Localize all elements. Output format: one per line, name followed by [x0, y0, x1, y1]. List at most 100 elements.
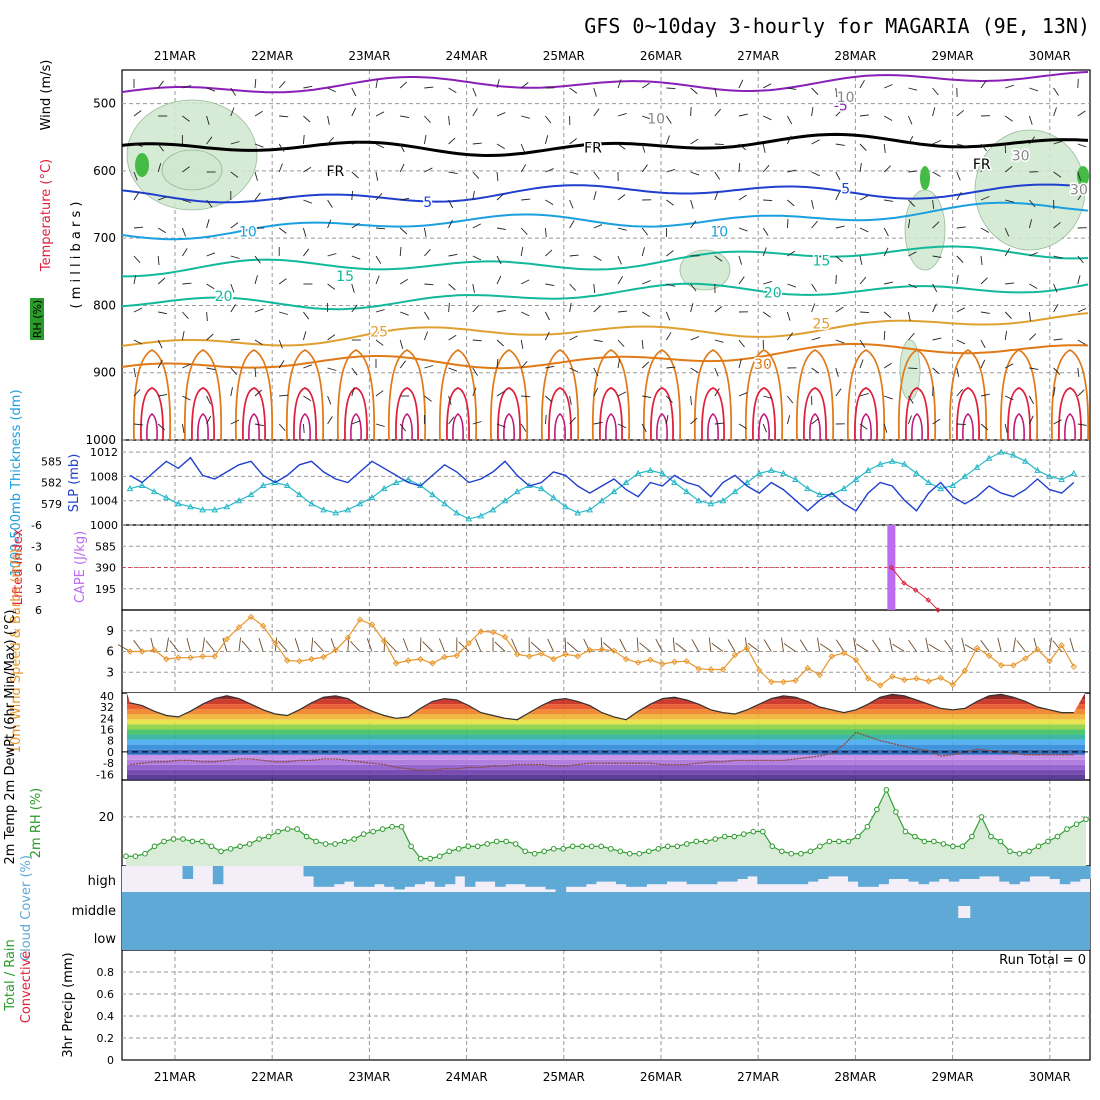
high-cloud-bar	[505, 866, 516, 885]
precip-tick-label: 0	[107, 1054, 114, 1067]
wind-barb	[690, 395, 692, 406]
slp-point	[465, 515, 473, 522]
wind-barb	[254, 143, 264, 148]
wind-barb	[157, 277, 166, 285]
top-date-label: 25MAR	[543, 49, 585, 63]
wind-speed-point	[211, 653, 218, 660]
slp-point	[562, 503, 569, 510]
rh-high-spot	[920, 166, 930, 190]
rh-point	[997, 838, 1004, 845]
pressure-tick-label: 900	[93, 366, 116, 380]
wind-barb	[883, 227, 889, 237]
li-tick-label: 6	[35, 604, 42, 617]
precip-ylabels: Total / Rain Convective 3hr Precip (mm)	[3, 939, 76, 1057]
wind-barb	[738, 339, 745, 348]
wind-barb	[254, 423, 264, 427]
high-cloud-bar	[1009, 866, 1020, 885]
high-cloud-bar	[737, 866, 748, 879]
wind-barb	[835, 87, 838, 97]
wind-barb	[327, 199, 333, 208]
temp-tick-label: -16	[96, 768, 114, 781]
wind-speed-point	[187, 654, 194, 661]
wind-barb	[932, 386, 934, 397]
wind-barb	[884, 199, 894, 202]
wind-speed-point	[864, 675, 872, 682]
rh-point	[398, 823, 405, 830]
wind-barb	[181, 331, 185, 341]
wind-barb	[569, 416, 576, 425]
wind-barb	[158, 311, 168, 315]
wind-speed-point	[271, 639, 279, 647]
wind-barb	[496, 143, 505, 149]
wind-barb	[883, 115, 893, 121]
wind-barb	[811, 220, 818, 229]
slp-point	[223, 503, 231, 510]
wind-barb	[496, 309, 506, 313]
high-cloud-bar	[827, 866, 839, 877]
isotherm-loop-35	[905, 387, 929, 441]
wind-barb	[133, 307, 143, 313]
wind-barb	[666, 250, 674, 257]
wind-speed-point	[223, 635, 231, 643]
high-cloud-bar	[948, 866, 960, 882]
li-point	[912, 587, 919, 593]
isotherm-loop-40	[554, 413, 566, 441]
top-date-label: 23MAR	[348, 49, 390, 63]
wind-barb	[448, 302, 450, 313]
wind-barb	[496, 227, 506, 231]
isotherm-loop-40	[146, 413, 158, 441]
wind-barb	[419, 637, 422, 652]
wind-barb	[258, 637, 264, 652]
slp-point	[259, 482, 267, 489]
wind-speed-point	[126, 648, 134, 655]
high-cloud-bar	[343, 866, 355, 882]
wind-speed-point	[1058, 642, 1065, 649]
wind-barb	[1029, 395, 1034, 405]
wind-barb	[423, 331, 429, 341]
wind-tick-label: 3	[106, 665, 114, 679]
wind-barb	[884, 395, 893, 400]
wind-barb	[1004, 311, 1012, 319]
wind-barb	[206, 395, 211, 405]
wind-barb	[908, 367, 918, 370]
rh-point	[408, 843, 414, 850]
panel-frame	[121, 69, 1091, 441]
wind-barb	[1077, 171, 1082, 181]
wind-barb	[811, 199, 814, 209]
wind-barb	[593, 367, 599, 377]
high-cloud-bar	[848, 866, 859, 882]
wind-barb	[206, 87, 216, 92]
rh-point	[1035, 843, 1042, 850]
wind-barb	[423, 227, 427, 237]
wind-barb	[883, 143, 886, 153]
isotherm-loop-40	[248, 413, 260, 441]
rh-point	[684, 841, 690, 847]
rh-point	[427, 855, 434, 862]
wind-barb	[133, 367, 137, 377]
wind-barb	[545, 249, 553, 257]
rh-point	[541, 848, 548, 855]
wind-barb	[819, 643, 833, 652]
wind-barb	[545, 115, 552, 124]
rh-point	[123, 853, 129, 860]
wind-barb	[641, 227, 649, 236]
wind-barb	[811, 255, 821, 258]
wind-barb	[254, 275, 258, 285]
wind-barb	[133, 226, 144, 229]
wind-barb	[327, 115, 330, 125]
wind-barb	[279, 311, 289, 315]
wind-barb	[908, 251, 917, 257]
rh-point	[189, 838, 196, 845]
isotherm-loop-40	[1013, 413, 1025, 441]
slp-point	[949, 482, 957, 489]
wind-barb	[956, 307, 965, 313]
isotherm-loop-40	[452, 413, 464, 441]
wind-barb	[675, 642, 687, 652]
wind-speed-point	[683, 657, 690, 665]
wind-barb	[133, 389, 141, 397]
wind-barb	[811, 336, 821, 341]
high-cloud-bar	[364, 866, 375, 887]
slp-point	[392, 478, 400, 485]
rh-point	[588, 843, 595, 850]
